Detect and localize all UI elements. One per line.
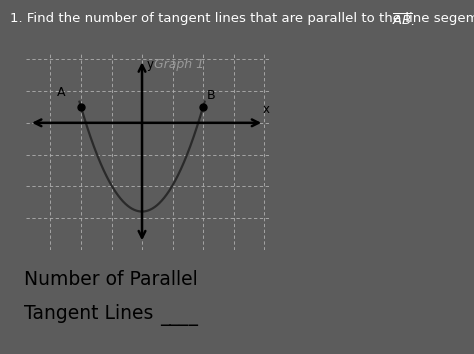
Text: A: A [57,86,66,99]
Text: x: x [263,103,270,116]
Text: Number of Parallel: Number of Parallel [24,270,198,289]
Text: B: B [207,89,215,102]
Text: y: y [146,58,154,71]
Text: 1. Find the number of tangent lines that are parallel to the line segement: 1. Find the number of tangent lines that… [10,12,474,25]
Text: ____: ____ [160,307,199,326]
Text: Tangent Lines: Tangent Lines [24,303,153,322]
Text: Graph 1: Graph 1 [154,58,204,71]
Text: $\overline{AB}$.: $\overline{AB}$. [392,12,416,29]
